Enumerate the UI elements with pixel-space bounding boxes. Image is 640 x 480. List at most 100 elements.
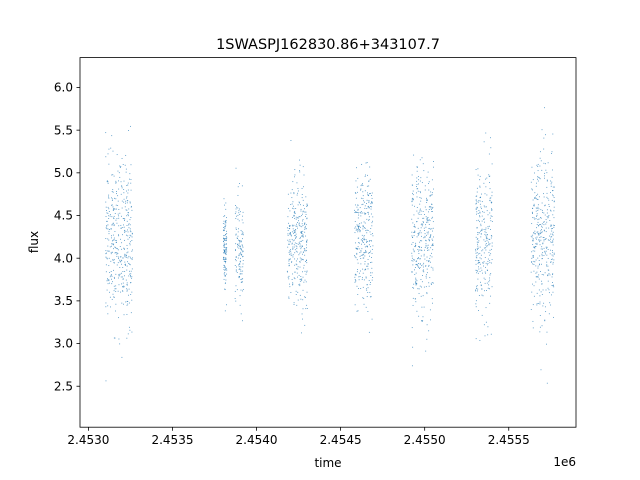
data-point [290, 252, 292, 254]
data-point [419, 258, 421, 259]
data-point [291, 238, 293, 240]
data-point [119, 167, 121, 168]
data-point [412, 194, 414, 196]
data-point [126, 284, 128, 286]
data-point [483, 324, 485, 326]
data-point [418, 213, 420, 215]
data-point [294, 258, 296, 260]
data-point [481, 314, 483, 316]
data-point [109, 296, 111, 298]
data-point [372, 220, 373, 222]
data-point [552, 241, 554, 243]
data-point [486, 234, 488, 236]
data-point [129, 234, 131, 236]
data-point [415, 298, 417, 300]
data-point [305, 235, 307, 237]
data-point [362, 254, 364, 256]
data-point [552, 194, 553, 196]
data-point [234, 213, 236, 215]
data-point [111, 216, 113, 218]
data-point [299, 261, 301, 263]
data-point [117, 262, 119, 264]
data-point [110, 228, 112, 229]
data-point [111, 191, 113, 192]
data-point [541, 129, 543, 131]
data-point [125, 230, 127, 232]
data-point [124, 164, 126, 166]
data-point [534, 197, 536, 199]
data-point [125, 171, 127, 173]
data-point [547, 269, 549, 271]
data-point [536, 275, 538, 277]
data-point [297, 217, 298, 219]
data-point [484, 233, 486, 235]
data-point [543, 221, 545, 223]
data-point [430, 319, 431, 321]
data-point [536, 292, 538, 294]
data-point [354, 304, 356, 306]
data-point [544, 175, 545, 177]
data-point [484, 240, 486, 242]
data-point [106, 181, 108, 183]
data-point [432, 244, 434, 246]
data-point [112, 189, 114, 191]
data-point [122, 227, 124, 228]
data-point [531, 261, 533, 263]
data-point [354, 192, 356, 194]
data-point [423, 227, 425, 229]
data-point [475, 290, 477, 292]
data-point [296, 264, 298, 266]
data-point [301, 236, 303, 237]
data-point [300, 248, 302, 250]
data-point [479, 203, 481, 205]
data-point [426, 268, 428, 270]
data-point [412, 304, 414, 306]
data-point [304, 228, 306, 230]
data-point [302, 211, 304, 213]
data-point [242, 320, 243, 322]
data-point [417, 227, 419, 229]
data-point [357, 225, 359, 227]
data-point [290, 192, 292, 194]
data-point [239, 245, 241, 247]
data-point [305, 211, 307, 213]
data-point [115, 247, 117, 249]
data-point [553, 259, 555, 261]
data-point [299, 283, 301, 285]
data-point [119, 259, 121, 261]
data-point [537, 234, 539, 236]
data-point [116, 253, 118, 255]
data-point [225, 238, 227, 240]
data-point [427, 171, 429, 173]
data-point [424, 265, 426, 267]
data-point [426, 217, 428, 219]
data-point [288, 275, 290, 277]
data-point [113, 218, 115, 220]
data-point [356, 248, 358, 250]
data-point [354, 255, 356, 257]
data-point [426, 272, 428, 274]
data-point [292, 284, 294, 286]
data-point [303, 251, 304, 253]
data-point [485, 237, 487, 239]
x-axis: 2.4530 2.4535 2.4540 2.4545 2.4550 2.4555 [67, 427, 530, 447]
data-point [240, 257, 241, 259]
data-point [432, 221, 434, 223]
data-point [226, 230, 227, 232]
data-point [538, 234, 540, 236]
data-point [536, 213, 538, 215]
data-point [295, 245, 297, 247]
data-point [294, 210, 296, 212]
y-tick-label: 5.5 [54, 123, 73, 137]
data-point [540, 233, 541, 235]
data-point [224, 253, 226, 254]
data-point [366, 246, 368, 248]
data-point [297, 268, 299, 270]
data-point [291, 261, 293, 263]
data-point [124, 264, 126, 266]
data-point [301, 197, 303, 199]
data-point [299, 278, 301, 280]
data-point [538, 196, 540, 198]
data-point [301, 313, 303, 315]
data-point [355, 180, 357, 182]
